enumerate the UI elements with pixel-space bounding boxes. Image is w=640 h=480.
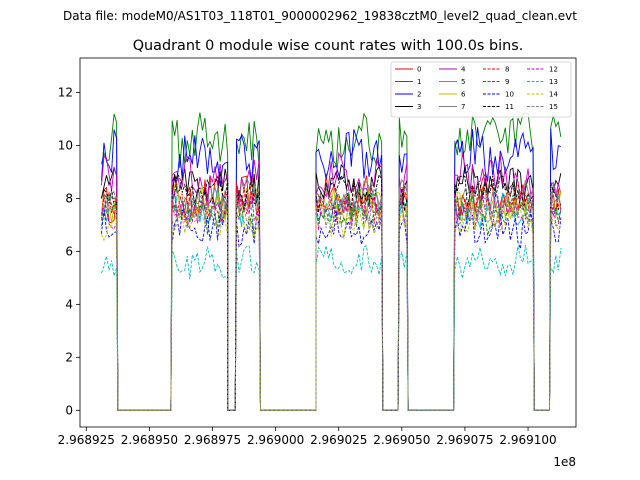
legend-label: 3 bbox=[417, 103, 421, 111]
legend-label: 15 bbox=[549, 103, 558, 111]
legend-label: 11 bbox=[505, 103, 514, 111]
y-tick-label: 12 bbox=[58, 86, 73, 100]
x-tick-label: 2.969000 bbox=[247, 433, 304, 447]
series-line-2 bbox=[101, 127, 562, 411]
series-layer bbox=[101, 112, 562, 411]
x-tick-label: 2.969050 bbox=[373, 433, 430, 447]
y-tick-label: 2 bbox=[65, 351, 73, 365]
legend-label: 6 bbox=[461, 91, 466, 99]
legend-label: 0 bbox=[417, 66, 421, 74]
x-tick-label: 2.969100 bbox=[499, 433, 556, 447]
series-line-14 bbox=[101, 198, 562, 411]
plot-frame bbox=[79, 57, 577, 428]
y-tick-label: 0 bbox=[65, 404, 73, 418]
y-tick-label: 10 bbox=[58, 139, 73, 153]
legend-label: 9 bbox=[505, 78, 509, 86]
legend-label: 1 bbox=[417, 78, 421, 86]
legend-label: 4 bbox=[461, 66, 466, 74]
legend-label: 2 bbox=[417, 91, 421, 99]
x-tick-label: 2.968975 bbox=[184, 433, 241, 447]
y-axis: 0 2 4 6 8 10 12 bbox=[58, 86, 80, 418]
series-line-1 bbox=[101, 112, 562, 411]
x-tick-label: 2.969075 bbox=[436, 433, 493, 447]
chart-title: Quadrant 0 module wise count rates with … bbox=[133, 38, 524, 54]
x-tick-label: 2.968925 bbox=[58, 433, 115, 447]
series-line-15 bbox=[101, 188, 562, 411]
legend-label: 8 bbox=[505, 66, 509, 74]
x-tick-label: 2.968950 bbox=[121, 433, 178, 447]
legend-box bbox=[390, 61, 572, 118]
legend-label: 14 bbox=[549, 91, 558, 99]
y-tick-label: 8 bbox=[65, 192, 73, 206]
legend-label: 10 bbox=[505, 91, 514, 99]
x-tick-label: 2.969025 bbox=[310, 433, 367, 447]
legend-label: 12 bbox=[549, 66, 558, 74]
y-tick-label: 6 bbox=[65, 245, 73, 259]
legend-label: 7 bbox=[461, 103, 465, 111]
series-line-8 bbox=[101, 182, 562, 411]
x-offset-label: 1e8 bbox=[553, 455, 576, 469]
series-line-13 bbox=[101, 245, 562, 411]
legend-label: 13 bbox=[549, 78, 558, 86]
y-tick-label: 4 bbox=[65, 298, 73, 312]
series-line-4 bbox=[101, 151, 562, 411]
series-line-11 bbox=[101, 173, 562, 411]
data-file-suptitle: Data file: modeM0/AS1T03_118T01_90000029… bbox=[63, 9, 577, 23]
legend-label: 5 bbox=[461, 78, 465, 86]
x-axis: 2.968925 2.968950 2.968975 2.969000 2.969025… bbox=[58, 427, 557, 447]
series-line-12 bbox=[101, 190, 562, 411]
